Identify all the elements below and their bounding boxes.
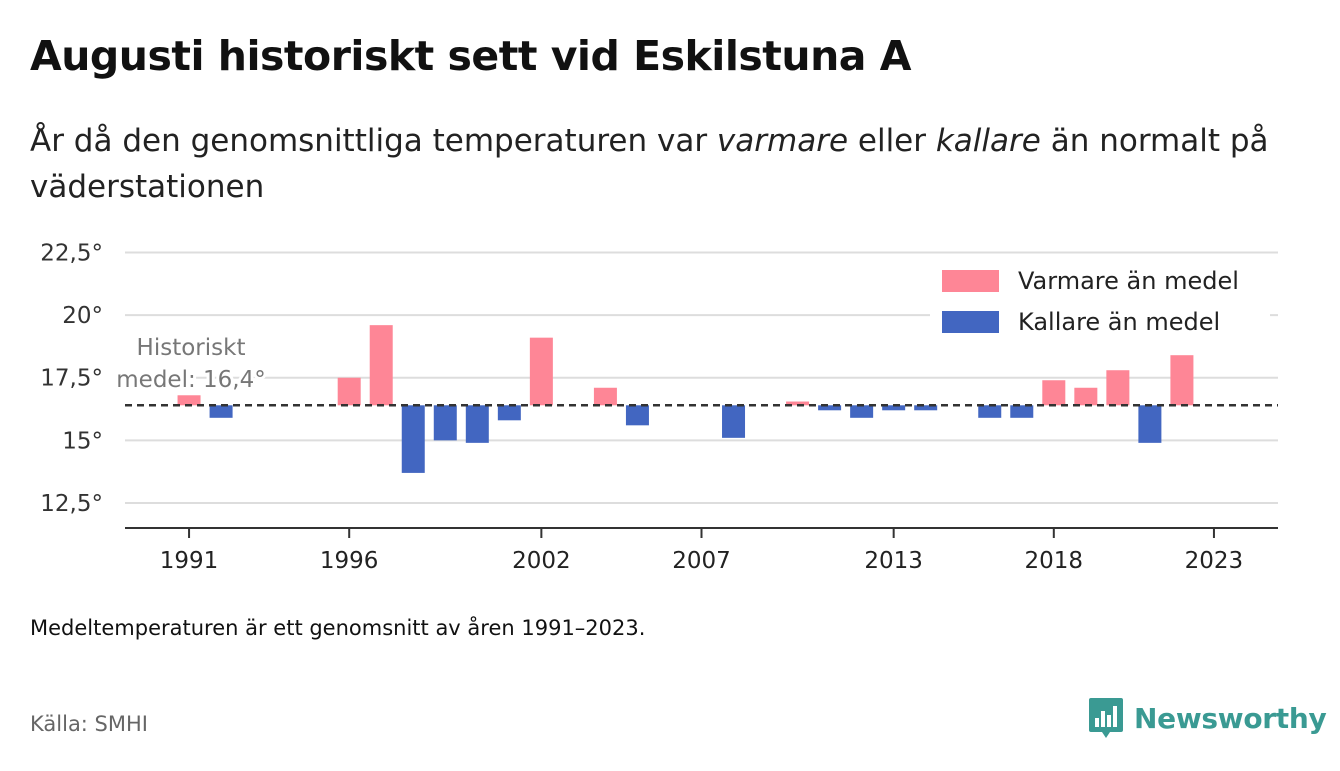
bar-colder — [882, 405, 906, 411]
y-axis-tick-labels: 12,5° 15° 17,5° 20° 22,5° — [40, 241, 103, 517]
bar-colder — [1138, 405, 1162, 443]
brand-logo: Newsworthy — [1088, 696, 1327, 740]
bar-colder — [722, 405, 746, 438]
bar-warmer — [1042, 380, 1066, 406]
y-tick-label: 20° — [62, 303, 103, 329]
bar-colder — [465, 405, 489, 443]
bar-warmer — [369, 325, 393, 406]
bar-warmer — [177, 395, 201, 406]
chart-title: Augusti historiskt sett vid Eskilstuna A — [30, 32, 911, 80]
bar-colder — [1010, 405, 1034, 418]
footnote: Medeltemperaturen är ett genomsnitt av å… — [30, 616, 646, 640]
y-tick-label: 12,5° — [40, 491, 103, 517]
x-tick-label: 2023 — [1185, 548, 1244, 574]
bar-warmer — [786, 401, 810, 406]
x-tick-label: 2007 — [672, 548, 731, 574]
x-axis-ticks: 1991 1996 2002 2007 2013 2018 2023 — [160, 528, 1243, 574]
x-tick-label: 1996 — [320, 548, 379, 574]
bars — [177, 325, 1194, 473]
legend: Varmare än medel Kallare än medel — [930, 258, 1270, 348]
bar-colder — [401, 405, 425, 473]
legend-swatch-colder — [942, 311, 999, 333]
subtitle-text-3: än normalt på väderstationen — [30, 123, 1269, 205]
subtitle-colder-word: kallare — [935, 123, 1041, 159]
y-tick-label: 17,5° — [40, 366, 103, 392]
subtitle-warmer-word: varmare — [716, 123, 849, 159]
source-credit: Källa: SMHI — [30, 712, 148, 736]
subtitle-text-2: eller — [848, 123, 936, 159]
brand-name: Newsworthy — [1134, 701, 1327, 735]
bar-colder — [625, 405, 649, 426]
bar-warmer — [529, 337, 553, 406]
legend-label-colder: Kallare än medel — [1018, 308, 1220, 336]
x-tick-label: 2013 — [864, 548, 923, 574]
bar-colder — [433, 405, 457, 441]
temperature-bar-chart: 12,5° 15° 17,5° 20° 22,5° Historiskt medel: 1… — [40, 241, 1278, 574]
bar-colder — [497, 405, 521, 421]
y-tick-label: 22,5° — [40, 241, 103, 267]
baseline-label-line-1: Historiskt — [137, 335, 246, 361]
bar-warmer — [1106, 370, 1130, 406]
x-tick-label: 1991 — [160, 548, 219, 574]
bar-chart-speech-bubble-icon — [1089, 698, 1123, 738]
bar-warmer — [337, 377, 361, 406]
bar-warmer — [593, 387, 617, 406]
y-tick-label: 15° — [62, 428, 103, 454]
bar-warmer — [1170, 355, 1194, 406]
chart-subtitle: År då den genomsnittliga temperaturen va… — [30, 118, 1270, 210]
x-tick-label: 2002 — [512, 548, 571, 574]
x-tick-label: 2018 — [1025, 548, 1084, 574]
legend-label-warmer: Varmare än medel — [1018, 267, 1239, 295]
baseline-label: Historiskt medel: 16,4° — [113, 332, 268, 396]
bar-colder — [209, 405, 233, 418]
bar-colder — [978, 405, 1002, 418]
bar-colder — [818, 405, 842, 411]
subtitle-text-1: År då den genomsnittliga temperaturen va… — [30, 123, 717, 159]
bar-warmer — [1074, 387, 1098, 406]
bar-colder — [850, 405, 874, 418]
baseline-label-line-2: medel: 16,4° — [116, 367, 265, 393]
legend-swatch-warmer — [942, 270, 999, 292]
bar-colder — [914, 405, 938, 411]
